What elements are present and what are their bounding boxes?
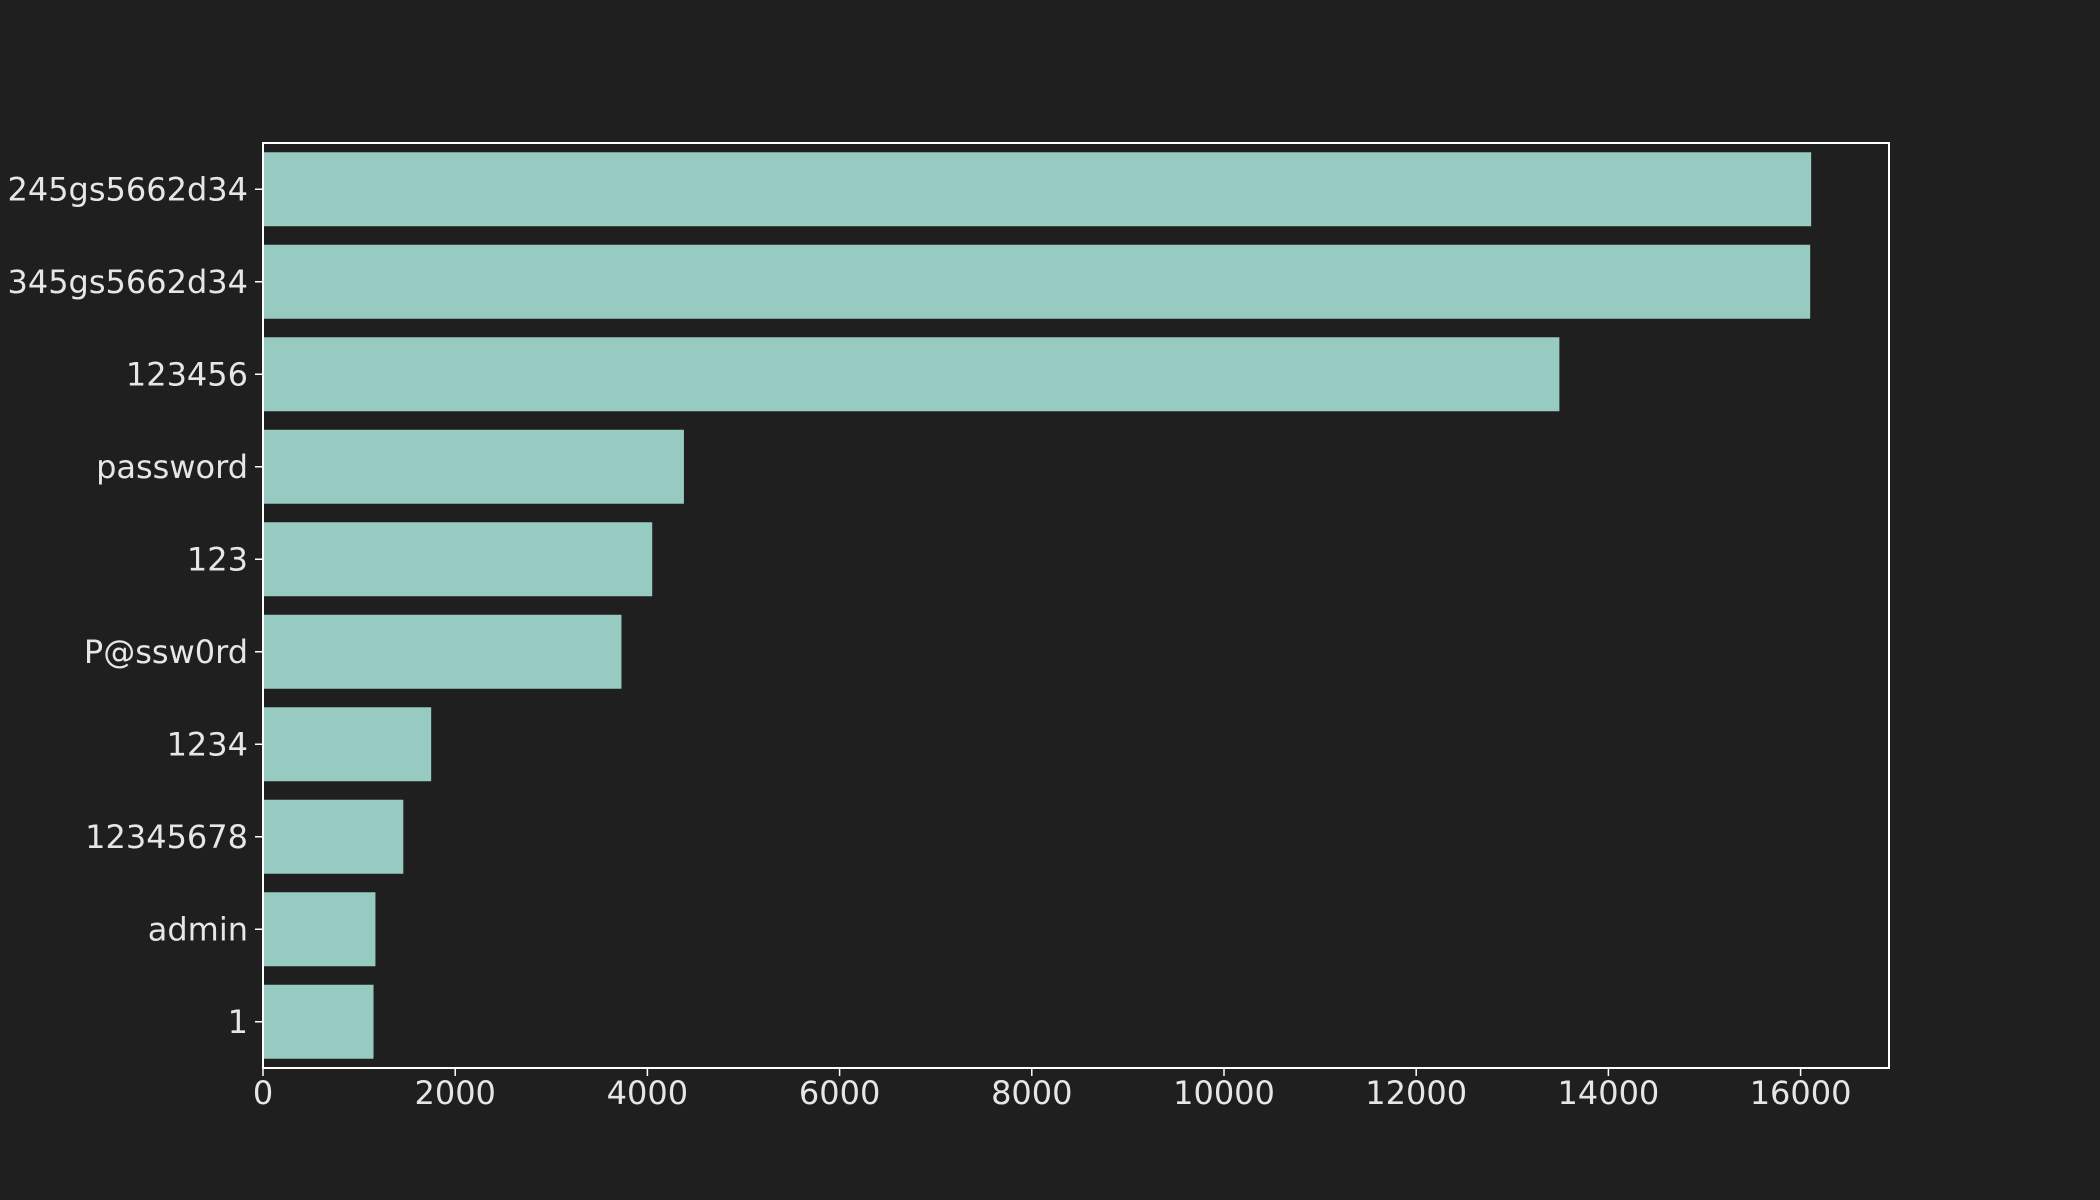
bar: [263, 244, 1811, 319]
y-tick-label: 1: [228, 1003, 248, 1041]
bar: [263, 614, 622, 689]
x-tick-label: 10000: [1173, 1074, 1275, 1112]
x-tick-label: 16000: [1750, 1074, 1852, 1112]
y-tick-label: 12345678: [85, 818, 248, 856]
y-tick-label: 245gs5662d34: [7, 170, 248, 208]
bar: [263, 152, 1812, 227]
x-tick-label: 6000: [799, 1074, 880, 1112]
bars-group: [263, 152, 1812, 1059]
bar: [263, 799, 404, 874]
bar: [263, 429, 684, 504]
x-tick-label: 14000: [1557, 1074, 1659, 1112]
plot-frame: [262, 142, 1890, 1069]
bar: [263, 337, 1560, 412]
bar: [263, 522, 653, 597]
x-tick-label: 12000: [1365, 1074, 1467, 1112]
x-tick-label: 0: [253, 1074, 273, 1112]
bar: [263, 984, 374, 1059]
bar: [263, 707, 432, 782]
y-tick-label: P@ssw0rd: [84, 633, 248, 671]
x-tick-label: 8000: [991, 1074, 1072, 1112]
y-tick-label: 123456: [126, 355, 248, 393]
x-axis-ticks: 0 2000 4000 6000 8000 10000 12000 14000 16000: [253, 1068, 1852, 1112]
y-tick-label: password: [96, 448, 248, 486]
y-axis-ticks: 245gs5662d34 345gs5662d34 123456 password 12…: [7, 170, 263, 1041]
x-tick-label: 2000: [414, 1074, 495, 1112]
y-tick-label: 123: [187, 540, 248, 578]
y-tick-label: admin: [148, 910, 248, 948]
y-tick-label: 345gs5662d34: [7, 263, 248, 301]
y-tick-label: 1234: [167, 725, 248, 763]
x-tick-label: 4000: [607, 1074, 688, 1112]
bar: [263, 892, 376, 967]
